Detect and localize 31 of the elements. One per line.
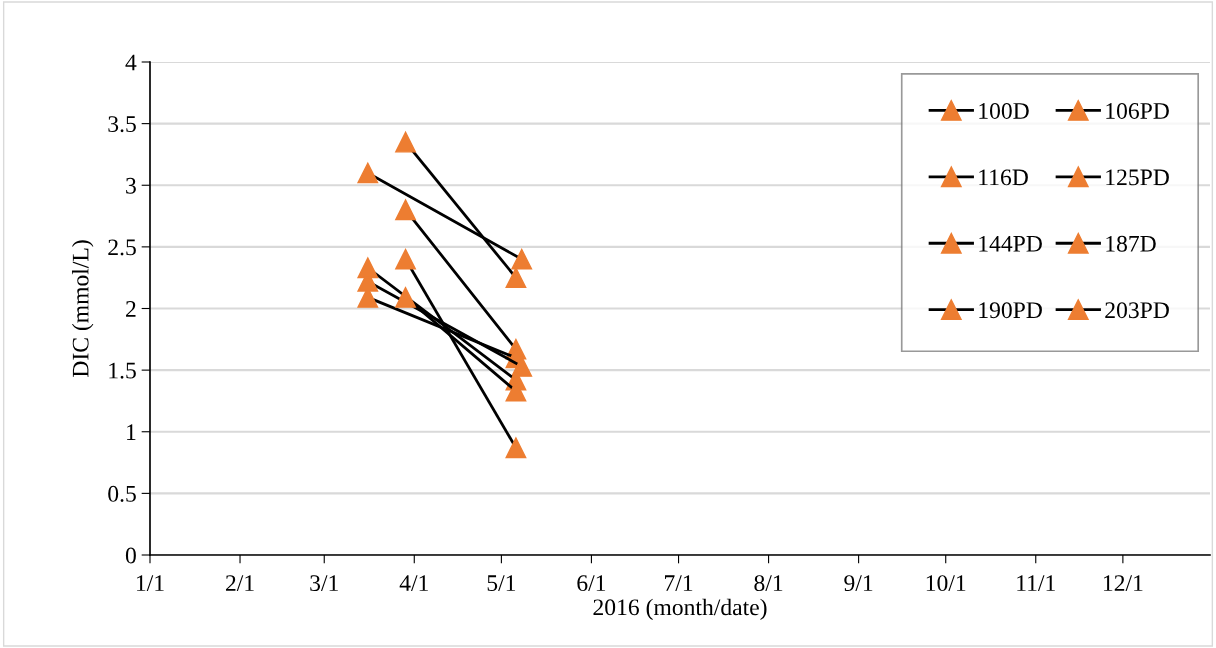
legend-label: 125PD — [1106, 169, 1169, 186]
y-tick-label: 2.5 — [108, 239, 136, 256]
x-tick-label: 9/1 — [844, 575, 873, 592]
y-axis-title: DIC (mmol/L) — [71, 240, 94, 377]
x-tick-label: 7/1 — [665, 575, 693, 592]
legend-label: 100D — [979, 102, 1029, 119]
y-tick-label: 4 — [125, 54, 137, 71]
x-tick-label: 6/1 — [577, 575, 606, 592]
x-tick-label: 5/1 — [487, 575, 516, 592]
x-tick-label: 8/1 — [754, 575, 783, 592]
x-tick-label: 4/1 — [399, 575, 428, 592]
y-tick-label: 3.5 — [108, 116, 136, 133]
legend-label: 203PD — [1105, 302, 1169, 319]
y-tick-label: 0 — [125, 547, 136, 564]
y-tick-label: 2 — [126, 301, 136, 317]
legend-label: 144PD — [979, 235, 1042, 252]
y-tick-label: 0.5 — [108, 485, 136, 502]
y-tick-label: 1.5 — [109, 362, 136, 379]
y-tick-label: 1 — [127, 424, 136, 440]
legend-label: 106PD — [1106, 102, 1169, 119]
x-tick-label: 10/1 — [926, 575, 966, 592]
x-tick-label: 2/1 — [225, 575, 254, 592]
legend-label: 187D — [1106, 235, 1156, 252]
x-tick-label: 1/1 — [136, 575, 164, 592]
x-tick-label: 3/1 — [310, 575, 338, 592]
x-tick-label: 11/1 — [1017, 575, 1055, 592]
x-axis-title: 2016 (month/date) — [593, 598, 767, 621]
legend-label: 116D — [979, 169, 1028, 186]
y-tick-label: 3 — [126, 177, 136, 194]
x-tick-label: 12/1 — [1103, 575, 1143, 592]
legend-label: 190PD — [979, 302, 1042, 319]
